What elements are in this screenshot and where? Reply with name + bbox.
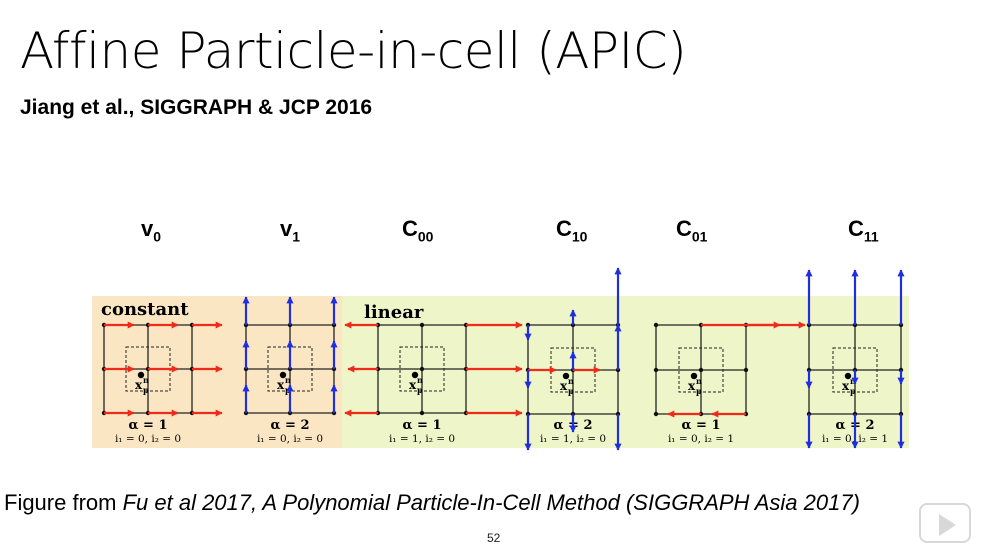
particle-dot	[562, 372, 570, 380]
particle-label: x	[560, 379, 568, 393]
particle-subscript: p	[568, 386, 574, 396]
particle-subscript: p	[850, 386, 856, 396]
alpha-label: α = 2	[271, 418, 310, 433]
particle-superscript: n	[285, 375, 291, 385]
grid-node	[653, 411, 659, 417]
particle-superscript: n	[417, 375, 423, 385]
particle-region	[678, 347, 724, 393]
particle-subscript: p	[417, 385, 423, 395]
slide-subtitle: Jiang et al., SIGGRAPH & JCP 2016	[20, 96, 373, 119]
linear-background	[342, 296, 909, 448]
column-label-c10: C10	[556, 216, 588, 245]
alpha-label: α = 1	[403, 418, 442, 433]
column-label-v0: v0	[141, 216, 162, 245]
basis-panel: x np α = 1i₁ = 1, i₂ = 0	[375, 322, 469, 445]
grid-node	[419, 322, 425, 328]
index-label: i₁ = 0, i₂ = 0	[115, 433, 181, 445]
particle-region	[399, 346, 445, 392]
particle-dot	[279, 371, 287, 379]
particle-dot	[844, 372, 852, 380]
particle-dot	[137, 371, 145, 379]
particle-subscript: p	[696, 386, 702, 396]
figure-caption: Figure from Fu et al 2017, A Polynomial …	[4, 490, 860, 515]
particle-label: x	[409, 378, 417, 392]
index-label: i₁ = 0, i₂ = 1	[668, 433, 734, 445]
particle-label: x	[135, 378, 143, 392]
linear-label: linear	[364, 302, 424, 323]
particle-superscript: n	[696, 376, 702, 386]
grid-node	[419, 366, 425, 372]
particle-label: x	[688, 379, 696, 393]
grid-node	[743, 367, 749, 373]
grid-node	[653, 367, 659, 373]
particle-dot	[690, 372, 698, 380]
grid-node	[653, 322, 659, 328]
column-label-v1: v1	[280, 216, 301, 245]
grid-node	[698, 367, 704, 373]
page-number: 52	[487, 531, 501, 545]
particle-superscript: n	[143, 375, 149, 385]
index-label: i₁ = 1, i₂ = 0	[540, 433, 606, 445]
basis-panel: x npα = 2i₁ = 0, i₂ = 0	[243, 322, 337, 445]
index-label: i₁ = 0, i₂ = 0	[257, 433, 323, 445]
particle-dot	[411, 371, 419, 379]
particle-label: x	[842, 379, 850, 393]
alpha-label: α = 1	[682, 418, 721, 433]
particle-superscript: n	[568, 376, 574, 386]
play-icon	[939, 514, 956, 536]
constant-label: constant	[101, 299, 189, 320]
particle-subscript: p	[143, 385, 149, 395]
particle-region	[832, 347, 878, 393]
index-label: i₁ = 1, i₂ = 0	[389, 433, 455, 445]
grid-node	[419, 410, 425, 416]
slide-title: Affine Particle-in-cell (APIC)	[20, 22, 687, 80]
column-label-c11: C11	[848, 216, 879, 245]
column-label-c00: C00	[402, 216, 434, 245]
alpha-label: α = 1	[129, 418, 168, 433]
play-button[interactable]	[919, 503, 971, 543]
particle-label: x	[277, 378, 285, 392]
column-label-c01: C01	[676, 216, 708, 245]
